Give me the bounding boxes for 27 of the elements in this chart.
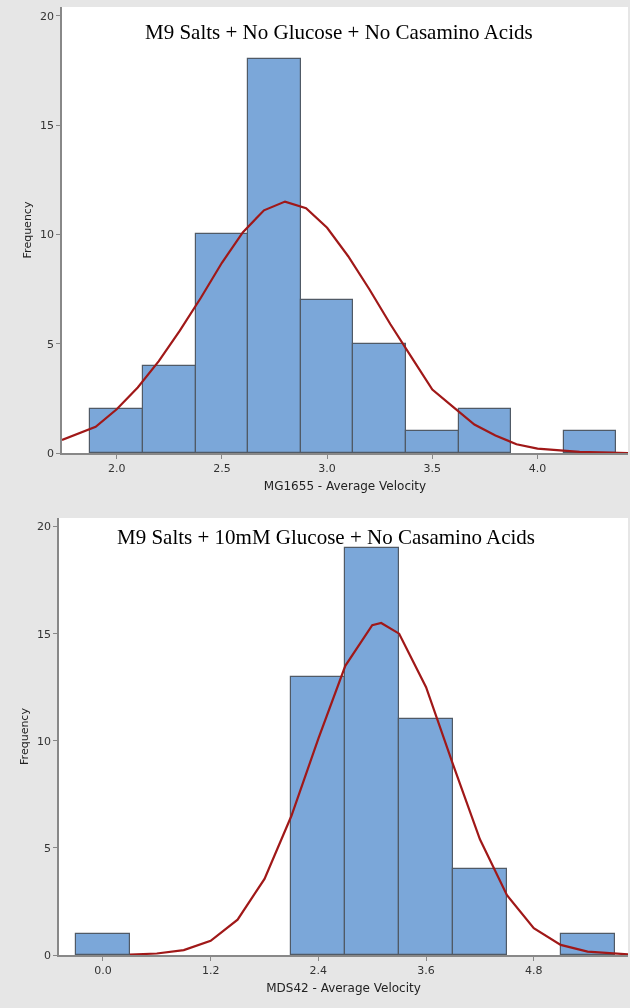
- y-axis-title: Frequency: [21, 201, 35, 259]
- x-tick-label: 4.0: [528, 461, 547, 475]
- chart-title: M9 Salts + 10mM Glucose + No Casamino Acids: [117, 525, 536, 549]
- y-tick-label: 15: [40, 118, 55, 132]
- x-tick-label: 2.0: [107, 461, 126, 475]
- x-tick-label: 4.8: [525, 963, 543, 977]
- x-tick-label: 3.5: [423, 461, 442, 475]
- x-tick-label: 3.6: [417, 963, 435, 977]
- y-tick-label: 0: [44, 948, 52, 962]
- x-tick-label: 1.2: [201, 963, 220, 977]
- x-axis-title: MDS42 - Average Velocity: [266, 981, 421, 996]
- y-tick-label: 10: [37, 734, 52, 748]
- y-tick-label: 15: [37, 627, 52, 641]
- y-tick-label: 10: [40, 228, 55, 242]
- y-tick-label: 20: [40, 9, 55, 23]
- y-axis-title: Frequency: [18, 707, 32, 765]
- x-tick-label: 2.5: [213, 461, 231, 475]
- x-axis-title: MG1655 - Average Velocity: [263, 479, 427, 494]
- y-tick-label: 5: [47, 337, 55, 351]
- y-tick-label: 0: [47, 446, 55, 460]
- y-tick-label: 20: [37, 520, 52, 534]
- line-series: [128, 621, 628, 955]
- x-tick-label: 3.0: [318, 461, 336, 475]
- x-tick-label: 0.0: [94, 963, 112, 977]
- text: M9 Salts + No Glucose + No Casamino Acids: [145, 20, 533, 44]
- y-tick-label: 5: [44, 841, 52, 855]
- x-tick-label: 2.4: [309, 963, 328, 977]
